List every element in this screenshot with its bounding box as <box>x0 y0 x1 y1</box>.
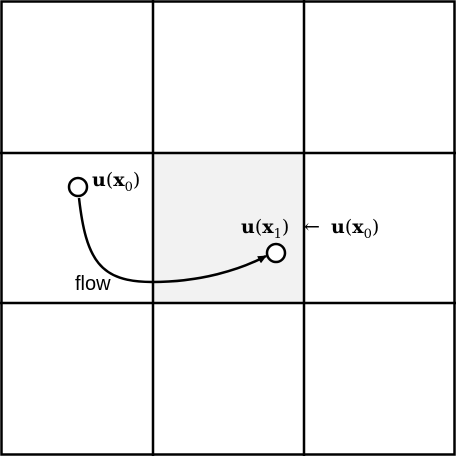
end-label: u(x1) <box>241 216 289 242</box>
end-point <box>265 242 287 264</box>
source-label: u(x0) <box>331 216 379 242</box>
highlighted-cell <box>153 153 304 303</box>
flow-label: flow <box>75 273 111 295</box>
flow-arrow <box>77 197 267 284</box>
start-point <box>67 176 89 198</box>
start-label: u(x0) <box>92 169 140 195</box>
assignment-arrow: ← <box>304 216 320 238</box>
